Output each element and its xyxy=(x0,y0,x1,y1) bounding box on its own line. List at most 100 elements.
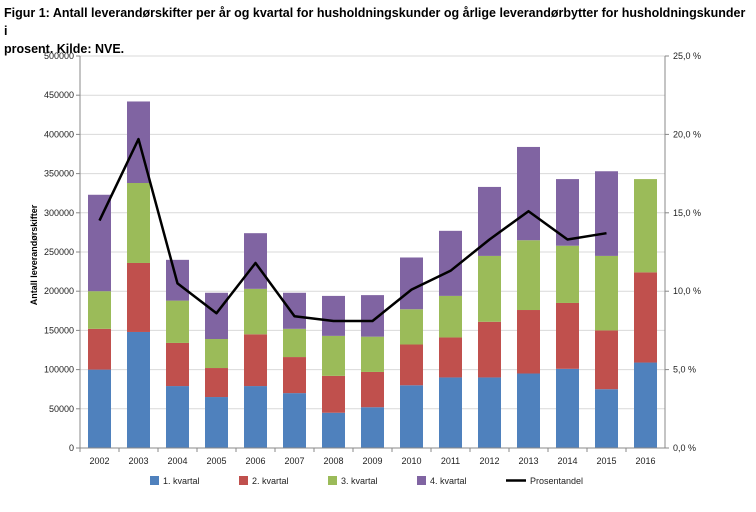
y-tick-label: 200000 xyxy=(44,286,74,296)
y2-tick-label: 25,0 % xyxy=(673,51,701,61)
bar-3-kvartal-2012 xyxy=(478,255,501,322)
legend-item: 2. kvartal xyxy=(239,476,289,486)
x-tick-label: 2004 xyxy=(167,456,187,466)
x-tick-label: 2003 xyxy=(128,456,148,466)
bar-3-kvartal-2011 xyxy=(439,295,462,338)
y-tick-label: 500000 xyxy=(44,51,74,61)
bar-3-kvartal-2013 xyxy=(517,240,540,311)
bar-2-kvartal-2012 xyxy=(478,321,501,378)
x-tick-label: 2013 xyxy=(518,456,538,466)
legend-swatch xyxy=(239,476,248,485)
y-tick-label: 100000 xyxy=(44,365,74,375)
y-axis-ticks: 0 50000 100000 150000 200000 250000 300000 3500… xyxy=(44,51,80,453)
y-axis-label: Antall leverandørskifter xyxy=(29,204,39,305)
bar-4-kvartal-2011 xyxy=(439,230,462,296)
x-tick-label: 2016 xyxy=(635,456,655,466)
legend-label: 1. kvartal xyxy=(163,476,200,486)
bar-3-kvartal-2016 xyxy=(634,179,657,273)
percent-line xyxy=(98,137,607,323)
bar-2-kvartal-2006 xyxy=(244,334,267,387)
chart-caption: Figur 1: Antall leverandørskifter per år… xyxy=(4,4,749,58)
y-tick-label: 450000 xyxy=(44,90,74,100)
bar-4-kvartal-2014 xyxy=(556,179,579,246)
legend-item: 3. kvartal xyxy=(328,476,378,486)
bar-4-kvartal-2010 xyxy=(400,257,423,310)
bar-1-kvartal-2009 xyxy=(361,407,384,448)
bar-1-kvartal-2011 xyxy=(439,377,462,448)
y2-tick-label: 5,0 % xyxy=(673,365,696,375)
bar-2-kvartal-2015 xyxy=(595,330,618,390)
bar-1-kvartal-2008 xyxy=(322,412,345,448)
bar-3-kvartal-2007 xyxy=(283,328,306,358)
bar-1-kvartal-2005 xyxy=(205,397,228,448)
bar-4-kvartal-2007 xyxy=(283,292,306,329)
bar-3-kvartal-2004 xyxy=(166,300,189,343)
bar-2-kvartal-2010 xyxy=(400,344,423,386)
bar-3-kvartal-2014 xyxy=(556,245,579,303)
legend-label: 4. kvartal xyxy=(430,476,467,486)
x-axis-ticks: 2002 2003 2004 2005 2006 2007 2008 2009 2010 2011… xyxy=(79,448,656,466)
y2-tick-label: 10,0 % xyxy=(673,286,701,296)
y-tick-label: 400000 xyxy=(44,129,74,139)
legend-label: 3. kvartal xyxy=(341,476,378,486)
bars xyxy=(88,101,657,448)
bar-1-kvartal-2004 xyxy=(166,386,189,448)
bar-1-kvartal-2014 xyxy=(556,368,579,448)
bar-4-kvartal-2009 xyxy=(361,295,384,337)
bar-1-kvartal-2010 xyxy=(400,385,423,448)
bar-4-kvartal-2006 xyxy=(244,233,267,289)
x-tick-label: 2012 xyxy=(479,456,499,466)
bar-2-kvartal-2007 xyxy=(283,357,306,394)
x-tick-label: 2007 xyxy=(284,456,304,466)
bar-1-kvartal-2002 xyxy=(88,369,111,448)
bar-1-kvartal-2012 xyxy=(478,377,501,448)
legend-item: 1. kvartal xyxy=(150,476,200,486)
bar-2-kvartal-2002 xyxy=(88,328,111,370)
x-tick-label: 2005 xyxy=(206,456,226,466)
legend-item: Prosentandel xyxy=(506,476,583,486)
bar-2-kvartal-2005 xyxy=(205,368,228,398)
bar-3-kvartal-2006 xyxy=(244,288,267,335)
legend-label: 2. kvartal xyxy=(252,476,289,486)
x-tick-label: 2010 xyxy=(401,456,421,466)
y-tick-label: 0 xyxy=(69,443,74,453)
bar-4-kvartal-2013 xyxy=(517,146,540,241)
x-tick-label: 2006 xyxy=(245,456,265,466)
bar-1-kvartal-2006 xyxy=(244,386,267,448)
bar-3-kvartal-2015 xyxy=(595,255,618,331)
x-tick-label: 2015 xyxy=(596,456,616,466)
y2-tick-label: 20,0 % xyxy=(673,129,701,139)
y2-tick-label: 0,0 % xyxy=(673,443,696,453)
bar-4-kvartal-2008 xyxy=(322,295,345,336)
bar-3-kvartal-2008 xyxy=(322,335,345,376)
bar-2-kvartal-2014 xyxy=(556,302,579,369)
y-tick-label: 350000 xyxy=(44,169,74,179)
y-tick-label: 250000 xyxy=(44,247,74,257)
legend: 1. kvartal 2. kvartal 3. kvartal 4. kvartal… xyxy=(150,476,583,486)
bar-2-kvartal-2016 xyxy=(634,272,657,363)
bar-3-kvartal-2005 xyxy=(205,339,228,369)
bar-2-kvartal-2008 xyxy=(322,375,345,413)
bar-2-kvartal-2011 xyxy=(439,337,462,378)
bar-4-kvartal-2002 xyxy=(88,194,111,292)
x-tick-label: 2008 xyxy=(323,456,343,466)
bar-3-kvartal-2003 xyxy=(127,183,150,263)
legend-swatch xyxy=(417,476,426,485)
y2-tick-label: 15,0 % xyxy=(673,208,701,218)
x-tick-label: 2002 xyxy=(89,456,109,466)
y-tick-label: 150000 xyxy=(44,325,74,335)
bar-1-kvartal-2015 xyxy=(595,389,618,448)
bar-4-kvartal-2012 xyxy=(478,186,501,256)
y-tick-label: 300000 xyxy=(44,208,74,218)
x-tick-label: 2011 xyxy=(441,456,460,466)
percent-line-path xyxy=(98,137,607,323)
x-tick-label: 2009 xyxy=(362,456,382,466)
caption-line-2: prosent. Kilde: NVE. xyxy=(4,42,125,56)
bar-1-kvartal-2003 xyxy=(127,331,150,448)
bar-3-kvartal-2009 xyxy=(361,336,384,372)
x-tick-label: 2014 xyxy=(557,456,577,466)
legend-item: 4. kvartal xyxy=(417,476,467,486)
bar-4-kvartal-2015 xyxy=(595,171,618,256)
bar-1-kvartal-2007 xyxy=(283,393,306,448)
